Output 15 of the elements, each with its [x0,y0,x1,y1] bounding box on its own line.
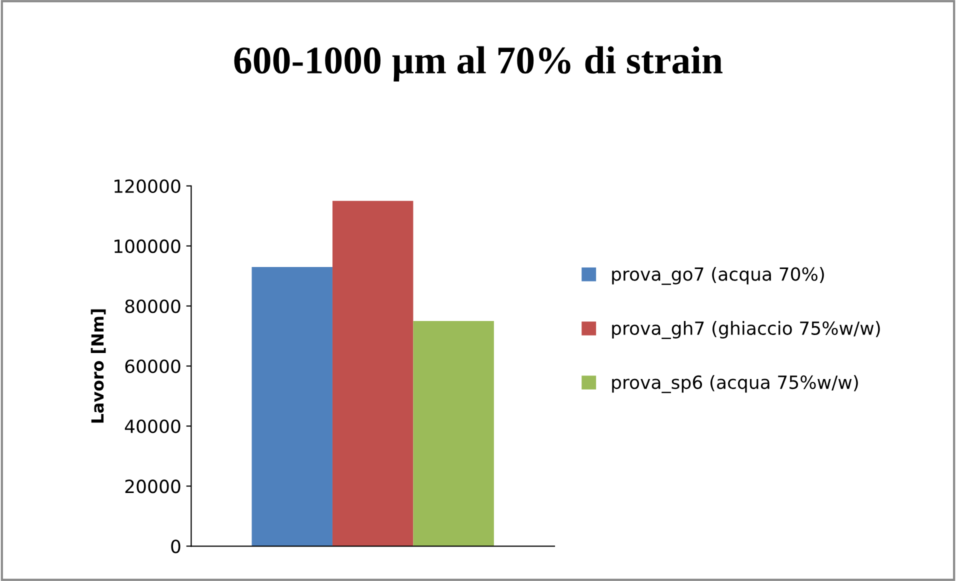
y-tick-label: 20000 [125,480,180,494]
y-tick-label: 120000 [114,179,180,194]
legend-label: prova_sp6 (acqua 75%w/w) [612,375,858,394]
y-tick-label: 60000 [125,359,180,374]
y-tick-label: 0 [171,540,180,554]
bar [252,266,332,546]
y-axis-title: Lavoro [Nm] [90,309,106,423]
legend-label: prova_gh7 (ghiaccio 75%w/w) [612,321,880,339]
y-tick-label: 80000 [125,299,180,314]
legend-label: prova_go7 (acqua 70%) [612,266,824,285]
y-tick-label: 40000 [124,420,180,434]
y-tick-label: 100000 [114,239,180,254]
chart-title: 600-1000 µm al 70% di strain [234,46,722,82]
bar [332,200,414,546]
bar [413,321,494,546]
